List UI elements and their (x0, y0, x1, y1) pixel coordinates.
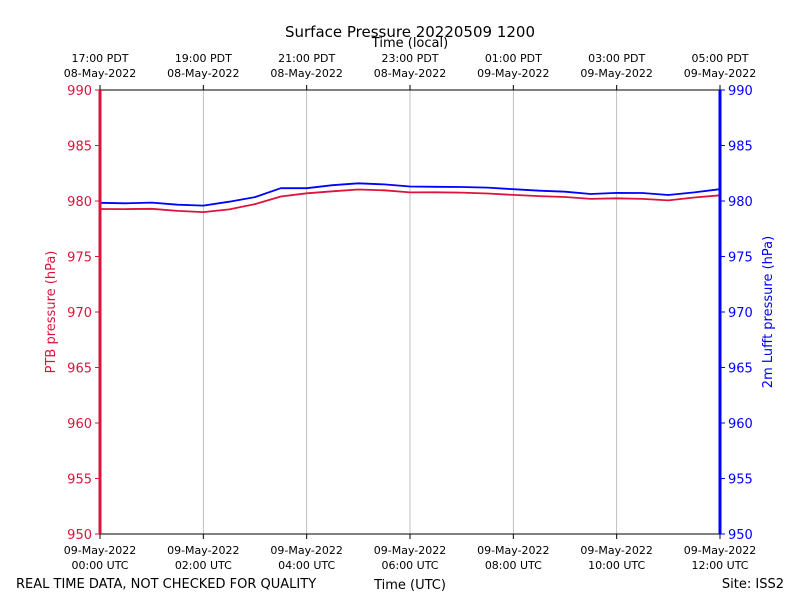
y-tick-label-right: 970 (728, 306, 753, 321)
y-tick-label-right: 990 (728, 84, 753, 99)
x-tick-label-bottom-time: 00:00 UTC (71, 559, 128, 572)
x-tick-label-top-date: 08-May-2022 (270, 67, 342, 80)
x-axis-top-label: Time (local) (371, 36, 448, 51)
x-tick-label-top-date: 08-May-2022 (64, 67, 136, 80)
x-tick-label-bottom-time: 04:00 UTC (278, 559, 335, 572)
y-tick-label-left: 970 (67, 306, 92, 321)
x-tick-label-bottom-date: 09-May-2022 (477, 544, 549, 557)
x-tick-label-bottom-date: 09-May-2022 (270, 544, 342, 557)
x-tick-label-bottom-time: 08:00 UTC (485, 559, 542, 572)
site-label: Site: ISS2 (722, 577, 784, 592)
x-tick-label-bottom-date: 09-May-2022 (374, 544, 446, 557)
x-tick-label-bottom-time: 06:00 UTC (381, 559, 438, 572)
x-tick-label-bottom-time: 10:00 UTC (588, 559, 645, 572)
y-tick-label-right: 960 (728, 417, 753, 432)
x-tick-label-bottom-time: 02:00 UTC (175, 559, 232, 572)
x-tick-label-top-time: 01:00 PDT (485, 52, 542, 65)
y-tick-label-right: 965 (728, 362, 753, 377)
x-tick-label-top-time: 05:00 PDT (691, 52, 748, 65)
x-tick-label-bottom-date: 09-May-2022 (684, 544, 756, 557)
x-tick-label-top-time: 23:00 PDT (381, 52, 438, 65)
y-tick-label-right: 950 (728, 528, 753, 543)
y-tick-label-left: 950 (67, 528, 92, 543)
x-tick-label-top-date: 09-May-2022 (580, 67, 652, 80)
x-tick-label-top-date: 09-May-2022 (477, 67, 549, 80)
series-line-1 (99, 188, 721, 213)
x-tick-label-top-time: 17:00 PDT (71, 52, 128, 65)
x-tick-label-top-date: 08-May-2022 (167, 67, 239, 80)
y-tick-label-right: 985 (728, 140, 753, 155)
y-tick-label-right: 980 (728, 195, 753, 210)
y-tick-label-left: 985 (67, 140, 92, 155)
x-tick-label-bottom-date: 09-May-2022 (167, 544, 239, 557)
x-tick-label-bottom-date: 09-May-2022 (580, 544, 652, 557)
x-tick-label-top-time: 21:00 PDT (278, 52, 335, 65)
y-axis-left-label: PTB pressure (hPa) (44, 251, 59, 374)
x-axis-bottom-label: Time (UTC) (373, 578, 446, 593)
quality-note: REAL TIME DATA, NOT CHECKED FOR QUALITY (16, 577, 316, 592)
y-tick-label-left: 960 (67, 417, 92, 432)
y-tick-label-left: 975 (67, 251, 92, 266)
chart-title: Surface Pressure 20220509 1200 (285, 23, 535, 41)
x-tick-label-top-time: 19:00 PDT (175, 52, 232, 65)
x-tick-label-top-date: 09-May-2022 (684, 67, 756, 80)
plot-area: 950 950 955 955 960 960 965 965 970 970 975 975 980 9… (64, 52, 756, 572)
y-tick-label-left: 965 (67, 362, 92, 377)
y-tick-label-right: 955 (728, 473, 753, 488)
y-axis-right-label: 2m Lufft pressure (hPa) (761, 236, 776, 388)
y-tick-label-left: 990 (67, 84, 92, 99)
x-tick-label-bottom-time: 12:00 UTC (691, 559, 748, 572)
y-tick-label-right: 975 (728, 251, 753, 266)
x-tick-label-top-date: 08-May-2022 (374, 67, 446, 80)
x-tick-label-bottom-date: 09-May-2022 (64, 544, 136, 557)
x-tick-label-top-time: 03:00 PDT (588, 52, 645, 65)
y-tick-label-left: 980 (67, 195, 92, 210)
y-tick-label-left: 955 (67, 473, 92, 488)
series-line-2 (99, 182, 721, 207)
